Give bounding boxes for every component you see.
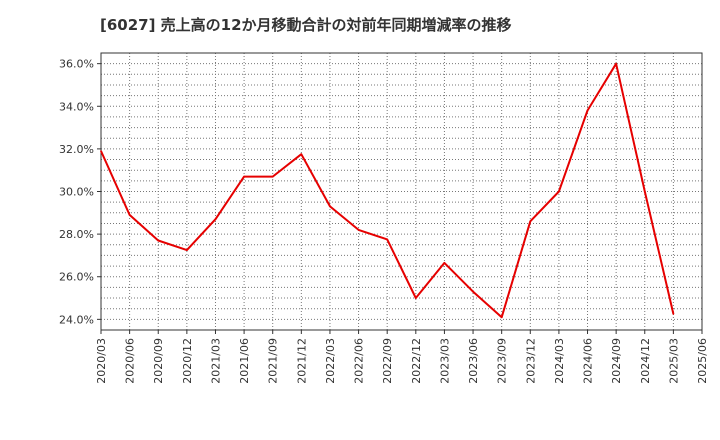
data-point <box>386 238 388 241</box>
x-tick-label: 2022/03 <box>324 338 337 384</box>
y-tick-label: 34.0% <box>59 100 94 113</box>
data-point <box>500 316 503 319</box>
x-tick-label: 2023/06 <box>467 338 480 384</box>
data-point <box>415 297 417 299</box>
y-tick-label: 28.0% <box>59 228 94 241</box>
x-tick-label: 2024/06 <box>582 338 595 384</box>
x-tick-label: 2021/09 <box>267 338 280 384</box>
data-point <box>329 205 331 208</box>
y-tick-label: 26.0% <box>59 271 94 284</box>
data-point <box>586 109 589 112</box>
data-point <box>672 313 675 315</box>
x-tick-label: 2023/12 <box>524 338 537 384</box>
data-point <box>271 175 274 178</box>
data-point <box>443 262 446 264</box>
x-tick-label: 2020/09 <box>152 338 165 384</box>
x-tick-label: 2021/03 <box>209 338 222 384</box>
data-point <box>357 229 360 231</box>
data-point <box>214 218 217 220</box>
x-tick-label: 2020/06 <box>124 338 137 384</box>
x-tick-label: 2022/06 <box>353 338 366 384</box>
data-point <box>243 175 245 178</box>
x-tick-label: 2023/09 <box>496 338 509 384</box>
x-tick-label: 2024/09 <box>610 338 623 384</box>
x-tick-label: 2025/03 <box>667 338 680 384</box>
data-point <box>100 150 102 152</box>
y-tick-label: 30.0% <box>59 186 94 199</box>
data-point <box>529 220 532 223</box>
y-tick-label: 24.0% <box>59 313 94 326</box>
x-tick-label: 2020/03 <box>95 338 108 384</box>
chart-title: [6027] 売上高の12か月移動合計の対前年同期増減率の推移 <box>100 16 512 34</box>
y-tick-label: 32.0% <box>59 143 94 156</box>
y-tick-label: 36.0% <box>59 58 94 71</box>
x-tick-label: 2022/12 <box>410 338 423 384</box>
x-tick-label: 2023/03 <box>438 338 451 384</box>
x-tick-label: 2025/06 <box>696 338 709 384</box>
x-tick-label: 2024/03 <box>553 338 566 384</box>
x-tick-label: 2021/12 <box>295 338 308 384</box>
x-tick-label: 2024/12 <box>639 338 652 384</box>
data-point <box>186 249 188 251</box>
x-tick-label: 2020/12 <box>181 338 194 384</box>
data-point <box>128 214 131 216</box>
data-point <box>615 62 617 65</box>
data-point <box>472 290 474 293</box>
x-tick-label: 2021/06 <box>238 338 251 384</box>
data-point <box>300 153 303 156</box>
x-tick-label: 2022/09 <box>381 338 394 384</box>
data-point <box>558 190 560 193</box>
data-point <box>643 190 646 193</box>
data-point <box>157 239 160 242</box>
